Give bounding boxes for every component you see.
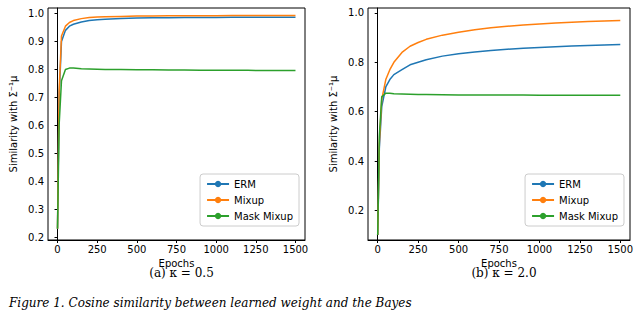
svg-text:1000: 1000 — [527, 244, 552, 255]
svg-text:0.4: 0.4 — [348, 156, 364, 167]
svg-text:1.0: 1.0 — [348, 7, 364, 18]
svg-text:1500: 1500 — [608, 244, 633, 255]
svg-text:1.0: 1.0 — [28, 8, 44, 19]
svg-text:0.7: 0.7 — [28, 92, 44, 103]
svg-text:ERM: ERM — [234, 179, 256, 190]
svg-text:(b) κ = 2.0: (b) κ = 2.0 — [471, 266, 536, 280]
svg-text:Mixup: Mixup — [234, 195, 264, 206]
svg-text:0.5: 0.5 — [28, 148, 44, 159]
svg-text:750: 750 — [167, 244, 186, 255]
svg-text:0.3: 0.3 — [28, 204, 44, 215]
svg-text:Epochs: Epochs — [158, 258, 195, 270]
svg-text:0: 0 — [375, 244, 381, 255]
svg-text:Mixup: Mixup — [559, 195, 589, 206]
svg-text:250: 250 — [409, 244, 428, 255]
svg-text:500: 500 — [449, 244, 468, 255]
svg-text:(a) κ = 0.5: (a) κ = 0.5 — [149, 266, 214, 280]
svg-text:Figure 1. Cosine similarity be: Figure 1. Cosine similarity between lear… — [8, 296, 412, 310]
svg-text:Similarity with Σ⁻¹μ: Similarity with Σ⁻¹μ — [8, 75, 19, 172]
svg-text:1500: 1500 — [283, 244, 308, 255]
svg-text:0.6: 0.6 — [348, 106, 364, 117]
svg-text:0.8: 0.8 — [28, 64, 44, 75]
svg-text:1250: 1250 — [567, 244, 592, 255]
svg-text:0.2: 0.2 — [28, 232, 44, 243]
svg-text:Similarity with Σ⁻¹μ: Similarity with Σ⁻¹μ — [328, 75, 339, 172]
svg-text:Epochs: Epochs — [481, 258, 517, 270]
svg-text:ERM: ERM — [559, 179, 581, 190]
svg-text:0.8: 0.8 — [348, 57, 364, 68]
svg-text:1250: 1250 — [243, 244, 268, 255]
svg-text:0: 0 — [54, 244, 60, 255]
svg-text:Mask Mixup: Mask Mixup — [559, 211, 618, 222]
svg-text:500: 500 — [127, 244, 146, 255]
svg-text:Mask Mixup: Mask Mixup — [234, 211, 293, 222]
svg-text:0.4: 0.4 — [28, 176, 44, 187]
svg-text:250: 250 — [88, 244, 107, 255]
svg-text:1000: 1000 — [203, 244, 228, 255]
svg-text:0.9: 0.9 — [28, 36, 44, 47]
svg-text:750: 750 — [489, 244, 508, 255]
svg-text:0.2: 0.2 — [348, 205, 364, 216]
svg-text:0.6: 0.6 — [28, 120, 44, 131]
